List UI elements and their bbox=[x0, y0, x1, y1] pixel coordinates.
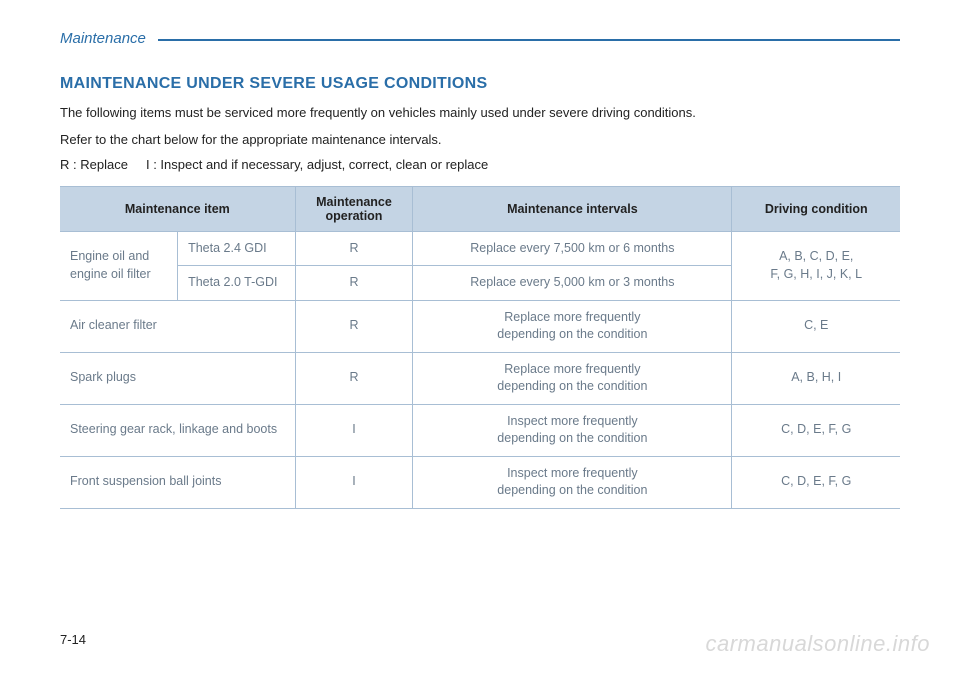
cell-item: Steering gear rack, linkage and boots bbox=[60, 404, 295, 456]
col-operation: Maintenance operation bbox=[295, 186, 413, 231]
cell-item: Air cleaner filter bbox=[60, 300, 295, 352]
cell-cond: C, E bbox=[732, 300, 900, 352]
intro-line-2: Refer to the chart below for the appropr… bbox=[60, 130, 900, 151]
maintenance-table: Maintenance item Maintenance operation M… bbox=[60, 186, 900, 509]
cell-interval: Replace every 5,000 km or 3 months bbox=[413, 266, 732, 301]
col-item: Maintenance item bbox=[60, 186, 295, 231]
cell-interval: Replace more frequentlydepending on the … bbox=[413, 300, 732, 352]
table-row: Steering gear rack, linkage and boots I … bbox=[60, 404, 900, 456]
page-number: 7-14 bbox=[60, 632, 86, 647]
table-header-row: Maintenance item Maintenance operation M… bbox=[60, 186, 900, 231]
table-row: Engine oil and engine oil filter Theta 2… bbox=[60, 231, 900, 266]
cell-op: R bbox=[295, 231, 413, 266]
cell-cond: C, D, E, F, G bbox=[732, 404, 900, 456]
table-row: Spark plugs R Replace more frequentlydep… bbox=[60, 352, 900, 404]
cell-item: Engine oil and engine oil filter bbox=[60, 231, 178, 300]
watermark-text: carmanualsonline.info bbox=[705, 631, 930, 657]
cell-cond: A, B, H, I bbox=[732, 352, 900, 404]
cell-op: R bbox=[295, 300, 413, 352]
cell-spec: Theta 2.0 T-GDI bbox=[178, 266, 296, 301]
section-title: MAINTENANCE UNDER SEVERE USAGE CONDITION… bbox=[60, 75, 900, 93]
cell-cond: A, B, C, D, E,F, G, H, I, J, K, L bbox=[732, 231, 900, 300]
section-label: Maintenance bbox=[60, 30, 158, 47]
cell-op: R bbox=[295, 266, 413, 301]
cell-interval: Inspect more frequentlydepending on the … bbox=[413, 404, 732, 456]
cell-op: I bbox=[295, 456, 413, 508]
cell-interval: Inspect more frequentlydepending on the … bbox=[413, 456, 732, 508]
cell-op: I bbox=[295, 404, 413, 456]
header-rule bbox=[158, 39, 900, 41]
legend-text: R : Replace I : Inspect and if necessary… bbox=[60, 157, 900, 172]
intro-line-1: The following items must be serviced mor… bbox=[60, 103, 900, 124]
cell-item: Spark plugs bbox=[60, 352, 295, 404]
table-row: Air cleaner filter R Replace more freque… bbox=[60, 300, 900, 352]
cell-interval: Replace every 7,500 km or 6 months bbox=[413, 231, 732, 266]
cell-op: R bbox=[295, 352, 413, 404]
table-row: Front suspension ball joints I Inspect m… bbox=[60, 456, 900, 508]
cell-cond: C, D, E, F, G bbox=[732, 456, 900, 508]
col-intervals: Maintenance intervals bbox=[413, 186, 732, 231]
col-condition: Driving condition bbox=[732, 186, 900, 231]
cell-item: Front suspension ball joints bbox=[60, 456, 295, 508]
cell-spec: Theta 2.4 GDI bbox=[178, 231, 296, 266]
page-header: Maintenance bbox=[60, 30, 900, 47]
cell-interval: Replace more frequentlydepending on the … bbox=[413, 352, 732, 404]
